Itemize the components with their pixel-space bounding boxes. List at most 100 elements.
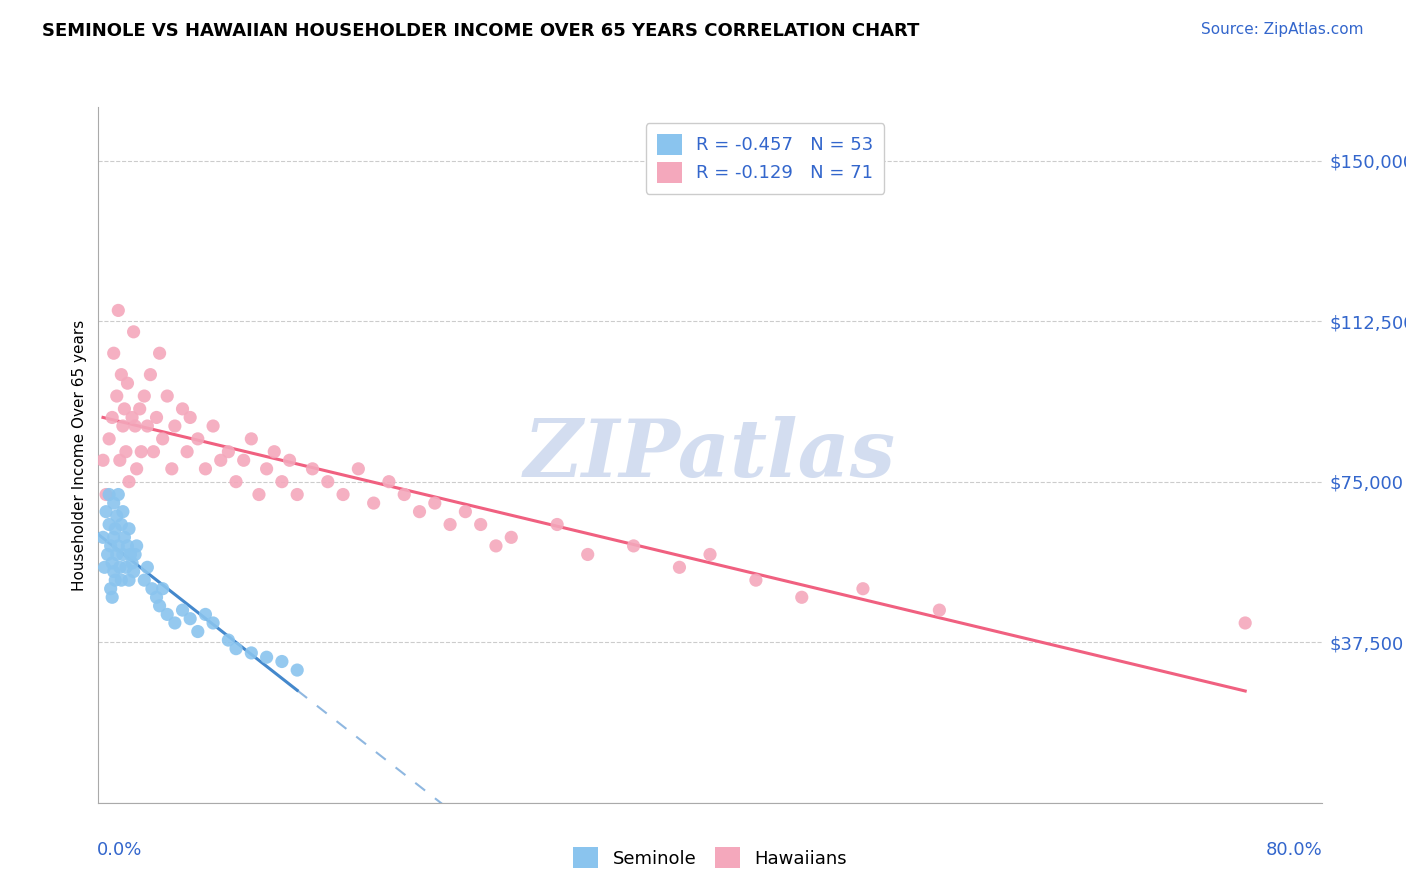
Point — [107, 487, 129, 501]
Point — [240, 432, 263, 446]
Point — [163, 419, 186, 434]
Point — [103, 346, 125, 360]
Point — [105, 548, 128, 562]
Point — [118, 475, 141, 489]
Text: 0.0%: 0.0% — [97, 841, 142, 859]
Point — [134, 573, 156, 587]
Point — [270, 655, 292, 669]
Point — [176, 444, 198, 458]
Point — [98, 432, 121, 446]
Text: Source: ZipAtlas.com: Source: ZipAtlas.com — [1201, 22, 1364, 37]
Point — [122, 565, 145, 579]
Point — [145, 410, 167, 425]
Point — [121, 410, 143, 425]
Point — [111, 419, 134, 434]
Point — [117, 539, 139, 553]
Point — [209, 453, 232, 467]
Point — [111, 548, 134, 562]
Point — [104, 522, 127, 536]
Point — [225, 641, 247, 656]
Point — [93, 560, 115, 574]
Point — [110, 517, 132, 532]
Point — [623, 539, 645, 553]
Point — [187, 624, 209, 639]
Point — [423, 496, 446, 510]
Point — [104, 573, 127, 587]
Point — [107, 303, 129, 318]
Point — [134, 389, 156, 403]
Point — [285, 487, 308, 501]
Point — [852, 582, 875, 596]
Point — [363, 496, 385, 510]
Point — [125, 539, 148, 553]
Point — [120, 548, 142, 562]
Point — [270, 475, 292, 489]
Point — [392, 487, 416, 501]
Point — [470, 517, 492, 532]
Point — [100, 539, 122, 553]
Point — [149, 346, 172, 360]
Point — [124, 419, 146, 434]
Point — [94, 505, 117, 519]
Point — [1234, 615, 1257, 630]
Point — [121, 556, 143, 570]
Point — [101, 556, 124, 570]
Point — [160, 462, 183, 476]
Point — [110, 573, 132, 587]
Point — [202, 419, 225, 434]
Point — [485, 539, 508, 553]
Point — [172, 401, 194, 416]
Point — [217, 633, 239, 648]
Point — [928, 603, 950, 617]
Point — [117, 376, 139, 391]
Point — [129, 444, 152, 458]
Point — [179, 410, 201, 425]
Point — [278, 453, 301, 467]
Point — [100, 582, 122, 596]
Point — [263, 444, 285, 458]
Point — [103, 496, 125, 510]
Point — [745, 573, 768, 587]
Point — [98, 517, 121, 532]
Point — [115, 560, 138, 574]
Point — [187, 432, 209, 446]
Point — [156, 389, 179, 403]
Point — [103, 530, 125, 544]
Point — [232, 453, 254, 467]
Point — [112, 530, 135, 544]
Point — [408, 505, 430, 519]
Point — [91, 530, 114, 544]
Point — [256, 462, 278, 476]
Point — [546, 517, 568, 532]
Legend: Seminole, Hawaiians: Seminole, Hawaiians — [564, 838, 856, 877]
Point — [163, 615, 186, 630]
Point — [97, 548, 120, 562]
Point — [439, 517, 461, 532]
Point — [101, 410, 124, 425]
Point — [172, 603, 194, 617]
Point — [316, 475, 339, 489]
Point — [98, 487, 121, 501]
Point — [225, 475, 247, 489]
Text: ZIPatlas: ZIPatlas — [524, 417, 896, 493]
Point — [107, 539, 129, 553]
Point — [668, 560, 690, 574]
Point — [94, 487, 117, 501]
Point — [118, 573, 141, 587]
Point — [152, 432, 174, 446]
Point — [378, 475, 401, 489]
Point — [141, 582, 163, 596]
Point — [142, 444, 165, 458]
Point — [156, 607, 179, 622]
Point — [108, 560, 131, 574]
Y-axis label: Householder Income Over 65 years: Householder Income Over 65 years — [72, 319, 87, 591]
Point — [115, 444, 138, 458]
Point — [105, 389, 128, 403]
Point — [111, 505, 134, 519]
Text: 80.0%: 80.0% — [1267, 841, 1323, 859]
Point — [125, 462, 148, 476]
Point — [101, 591, 124, 605]
Point — [179, 612, 201, 626]
Point — [699, 548, 721, 562]
Point — [128, 401, 150, 416]
